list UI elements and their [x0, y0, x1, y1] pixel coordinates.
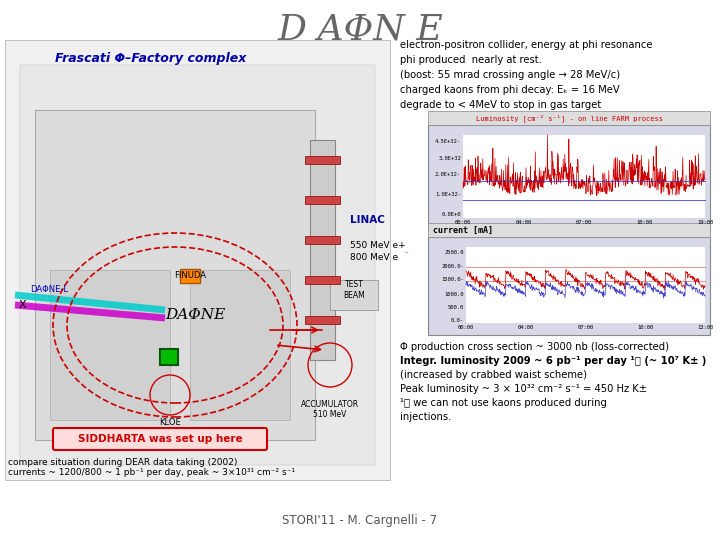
- Text: 550 MeV e+: 550 MeV e+: [350, 240, 405, 249]
- Bar: [428, 111, 710, 125]
- Bar: [463, 135, 705, 218]
- Text: 1.0E+32-: 1.0E+32-: [435, 192, 461, 197]
- Text: ⁻: ⁻: [405, 251, 409, 257]
- Text: 2000.0-: 2000.0-: [441, 264, 464, 268]
- Bar: [35, 110, 315, 440]
- Text: charged kaons from phi decay: Eₖ = 16 MeV: charged kaons from phi decay: Eₖ = 16 Me…: [400, 85, 620, 95]
- Text: 2500.0: 2500.0: [444, 250, 464, 255]
- Text: 0.0E+0: 0.0E+0: [441, 212, 461, 217]
- Text: (boost: 55 mrad crossing angle → 28 MeV/c): (boost: 55 mrad crossing angle → 28 MeV/…: [400, 70, 620, 80]
- Text: FINUDA: FINUDA: [174, 271, 206, 280]
- Bar: [428, 237, 710, 335]
- Text: 04:00: 04:00: [516, 220, 531, 225]
- Text: 500.0: 500.0: [448, 305, 464, 310]
- Bar: [428, 125, 710, 230]
- Bar: [305, 156, 340, 164]
- Text: DAΦNE: DAΦNE: [165, 308, 225, 322]
- Text: Frascati Φ–Factory complex: Frascati Φ–Factory complex: [55, 52, 246, 65]
- Text: X: X: [18, 300, 26, 310]
- Text: Luminosity [cm⁻² s⁻¹] - on line FARM process: Luminosity [cm⁻² s⁻¹] - on line FARM pro…: [475, 114, 662, 122]
- Bar: [330, 280, 378, 310]
- Text: 19:00: 19:00: [697, 220, 713, 225]
- Bar: [305, 236, 340, 244]
- Text: 0.0-: 0.0-: [451, 318, 464, 323]
- Bar: [305, 276, 340, 284]
- Text: 10:00: 10:00: [637, 325, 653, 330]
- Text: Φ production cross section ~ 3000 nb (loss-corrected): Φ production cross section ~ 3000 nb (lo…: [400, 342, 669, 352]
- Bar: [20, 65, 375, 465]
- Text: STORI'11 - M. Cargnelli - 7: STORI'11 - M. Cargnelli - 7: [282, 514, 438, 527]
- Bar: [310, 140, 335, 360]
- Text: currents ~ 1200/800 ~ 1 pb⁻¹ per day, peak ~ 3×10³¹ cm⁻² s⁻¹: currents ~ 1200/800 ~ 1 pb⁻¹ per day, pe…: [8, 468, 295, 477]
- FancyBboxPatch shape: [53, 428, 267, 450]
- Text: 1000.0: 1000.0: [444, 292, 464, 296]
- Text: TEST
BEAM: TEST BEAM: [343, 280, 365, 300]
- Text: DAΦNE-L: DAΦNE-L: [30, 286, 68, 294]
- Text: 07:00: 07:00: [576, 220, 592, 225]
- Text: D AΦN E: D AΦN E: [277, 13, 443, 47]
- Bar: [160, 349, 178, 365]
- Text: LINAC: LINAC: [350, 215, 385, 225]
- Bar: [190, 270, 290, 420]
- Text: injections.: injections.: [400, 412, 451, 422]
- Text: 07:00: 07:00: [577, 325, 593, 330]
- Bar: [305, 316, 340, 324]
- Bar: [428, 223, 710, 237]
- Bar: [50, 270, 170, 420]
- Text: phi produced  nearly at rest.: phi produced nearly at rest.: [400, 55, 542, 65]
- Bar: [305, 196, 340, 204]
- Text: 1500.0-: 1500.0-: [441, 277, 464, 282]
- Text: 04:00: 04:00: [518, 325, 534, 330]
- Text: 2.0E+32-: 2.0E+32-: [435, 172, 461, 177]
- Text: (increased by crabbed waist scheme): (increased by crabbed waist scheme): [400, 370, 587, 380]
- Bar: [466, 247, 705, 323]
- Bar: [5, 40, 390, 480]
- Text: Integr. luminosity 2009 ~ 6 pb⁻¹ per day ¹⧸ (~ 10⁷ K± ): Integr. luminosity 2009 ~ 6 pb⁻¹ per day…: [400, 356, 706, 366]
- Text: compare situation during DEAR data taking (2002): compare situation during DEAR data takin…: [8, 458, 238, 467]
- Bar: [180, 269, 200, 283]
- Text: 00:00: 00:00: [458, 325, 474, 330]
- Text: electron-positron collider, energy at phi resonance: electron-positron collider, energy at ph…: [400, 40, 652, 50]
- Text: current [mA]: current [mA]: [433, 226, 493, 234]
- Text: 00:00: 00:00: [455, 220, 471, 225]
- Text: 4.5E+32-: 4.5E+32-: [435, 139, 461, 144]
- Text: 10:00: 10:00: [636, 220, 652, 225]
- Text: Peak luminosity ~ 3 × 10³² cm⁻² s⁻¹ = 450 Hz K±: Peak luminosity ~ 3 × 10³² cm⁻² s⁻¹ = 45…: [400, 384, 647, 394]
- Text: 3.0E+32: 3.0E+32: [438, 156, 461, 161]
- Text: 800 MeV e: 800 MeV e: [350, 253, 398, 262]
- Text: ¹⧸ we can not use kaons produced during: ¹⧸ we can not use kaons produced during: [400, 398, 607, 408]
- Text: ACCUMULATOR
510 MeV: ACCUMULATOR 510 MeV: [301, 400, 359, 420]
- Text: degrade to < 4MeV to stop in gas target: degrade to < 4MeV to stop in gas target: [400, 100, 601, 110]
- Text: KLOE: KLOE: [159, 418, 181, 427]
- Text: 13:00: 13:00: [697, 325, 713, 330]
- Text: SIDDHARTA was set up here: SIDDHARTA was set up here: [78, 434, 243, 444]
